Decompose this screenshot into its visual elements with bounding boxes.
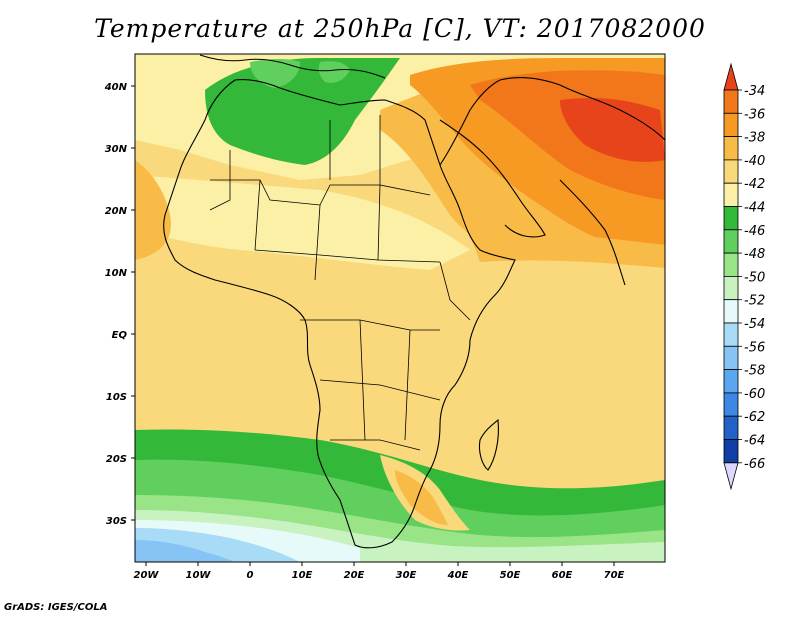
colorbar-label: -36 — [744, 107, 765, 122]
colorbar-swatch — [723, 89, 739, 114]
lon-tick-label: 10W — [186, 570, 212, 581]
colorbar-swatch — [723, 369, 739, 394]
lat-tick-label: 20S — [106, 454, 127, 465]
colorbar-top-arrow — [723, 62, 739, 91]
colorbar-label: -58 — [744, 364, 765, 379]
colorbar-swatch — [723, 345, 739, 370]
footer-credit: GrADS: IGES/COLA — [4, 602, 108, 613]
temperature-field — [135, 54, 665, 562]
colorbar-swatch — [723, 392, 739, 417]
colorbar-label: -42 — [744, 177, 765, 192]
colorbar-label: -40 — [744, 154, 765, 169]
country-borders — [209, 115, 471, 451]
colorbar-label: -56 — [744, 340, 765, 355]
colorbar-swatch — [723, 299, 739, 324]
colorbar-swatch — [723, 252, 739, 277]
lat-tick-label: 10N — [105, 268, 128, 279]
colorbar-swatch — [723, 415, 739, 440]
lat-tick-label: 10S — [106, 392, 127, 403]
colorbar-swatch — [723, 112, 739, 138]
lon-tick-label: 20W — [134, 570, 160, 581]
lon-tick-label: 10E — [292, 570, 313, 581]
lon-tick-label: 0 — [247, 570, 254, 581]
latitude-axis: 40N 30N 20N 10N EQ 10S 20S 30S — [104, 82, 135, 527]
lat-tick-label: 30N — [105, 144, 128, 155]
lat-tick-label: 30S — [106, 516, 127, 527]
colorbar-label: -44 — [744, 201, 765, 216]
colorbar-swatch — [723, 322, 739, 347]
lon-tick-label: 50E — [500, 570, 521, 581]
colorbar-swatch — [723, 206, 739, 231]
lat-tick-label: EQ — [112, 330, 128, 341]
lon-tick-label: 20E — [344, 570, 365, 581]
colorbar-label: -38 — [744, 131, 765, 146]
colorbar: -34 -36 -38 -40 -42 -44 -46 -48 -50 -52 -54 -56 -58 -… — [723, 62, 765, 491]
colorbar-bottom-arrow — [723, 462, 739, 491]
colorbar-label: -60 — [744, 387, 765, 402]
colorbar-swatch — [723, 275, 739, 301]
coastlines — [163, 54, 665, 549]
colorbar-label: -48 — [744, 247, 765, 262]
colorbar-label: -52 — [744, 294, 765, 309]
colorbar-swatch — [723, 136, 739, 161]
colorbar-swatch — [723, 182, 739, 207]
map-title: Temperature at 250hPa [C], VT: 201708200… — [94, 14, 706, 43]
longitude-axis: 20W 10W 0 10E 20E 30E 40E 50E 60E 70E — [134, 562, 625, 581]
plot-frame — [134, 53, 666, 563]
colorbar-swatch — [723, 229, 739, 254]
lon-tick-label: 40E — [447, 570, 469, 581]
lat-tick-label: 20N — [105, 206, 128, 217]
colorbar-swatch — [723, 159, 739, 184]
colorbar-label: -64 — [744, 434, 765, 449]
lon-tick-label: 70E — [604, 570, 625, 581]
colorbar-label: -34 — [744, 84, 765, 99]
lat-tick-label: 40N — [104, 82, 128, 93]
colorbar-swatch — [723, 439, 739, 464]
colorbar-label: -66 — [744, 457, 765, 472]
colorbar-label: -46 — [744, 224, 765, 239]
colorbar-label: -54 — [744, 317, 765, 332]
lon-tick-label: 30E — [396, 570, 417, 581]
colorbar-label: -50 — [744, 270, 765, 285]
colorbar-label: -62 — [744, 410, 765, 425]
lon-tick-label: 60E — [552, 570, 573, 581]
